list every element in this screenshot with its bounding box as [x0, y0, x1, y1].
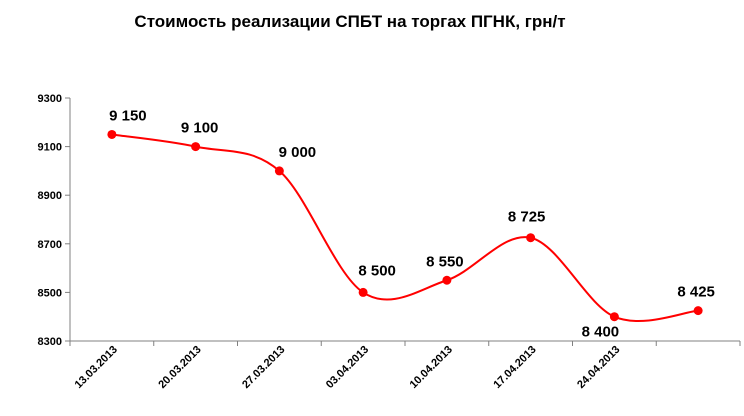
- data-point: [609, 312, 619, 322]
- x-tick-label: 24.04.2013: [575, 344, 622, 391]
- x-tick-label: 27.03.2013: [240, 344, 287, 391]
- chart-markers: [107, 129, 703, 322]
- data-label: 8 425: [677, 284, 715, 301]
- x-tick-label: 10.04.2013: [408, 344, 455, 391]
- data-label: 9 000: [279, 144, 317, 161]
- x-tick-label: 03.04.2013: [324, 344, 371, 391]
- y-tick-label: 8500: [38, 287, 62, 299]
- data-point: [693, 306, 703, 316]
- data-point: [274, 166, 284, 176]
- chart-axes: [69, 98, 740, 342]
- y-tick-label: 8900: [38, 190, 62, 202]
- data-point: [526, 233, 536, 243]
- y-tick-label: 8700: [38, 239, 62, 251]
- chart-data-labels: 9 150 9 100 9 000 8 500 8 550 8 725 8 400 8 425: [109, 107, 715, 340]
- y-tick-label: 8300: [38, 336, 62, 348]
- x-tick-label: 17.04.2013: [491, 344, 538, 391]
- data-label: 8 500: [358, 262, 396, 279]
- data-label: 8 725: [508, 209, 546, 226]
- series-line: [111, 133, 699, 322]
- data-label: 9 100: [181, 120, 219, 137]
- data-point: [107, 129, 117, 139]
- data-label: 8 550: [426, 253, 464, 270]
- data-label: 8 400: [582, 324, 620, 341]
- y-tick-label: 9100: [38, 142, 62, 154]
- data-point: [442, 275, 452, 285]
- x-tick-label: 20.03.2013: [156, 344, 203, 391]
- data-point: [191, 142, 201, 152]
- x-tick-label: 13.03.2013: [73, 344, 120, 391]
- data-point: [358, 287, 368, 297]
- data-label: 9 150: [109, 107, 147, 124]
- chart-title: Стоимость реализации СПБТ на торгах ПГНК…: [134, 12, 566, 31]
- y-tick-label: 9300: [38, 93, 62, 105]
